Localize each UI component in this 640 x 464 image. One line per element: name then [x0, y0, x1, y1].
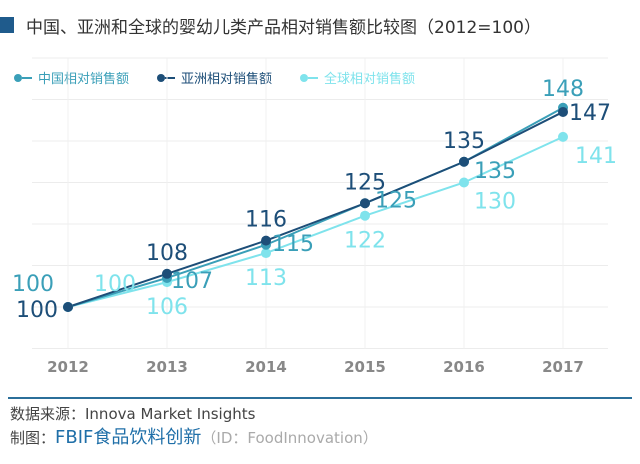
- data-label: 148: [542, 77, 584, 102]
- data-label: 100: [12, 272, 54, 297]
- data-point: [558, 106, 568, 117]
- x-tick-label: 2016: [443, 358, 485, 376]
- legend-label: 亚洲相对销售额: [181, 72, 273, 87]
- series-line: [67, 135, 564, 308]
- legend-item-global: 全球相对销售额: [300, 68, 415, 87]
- legend: 中国相对销售额 亚洲相对销售额 全球相对销售额: [14, 68, 443, 87]
- data-point: [360, 198, 370, 209]
- data-label: 125: [375, 188, 417, 213]
- data-label: 135: [443, 129, 485, 154]
- title-text: 中国、亚洲和全球的婴幼儿类产品相对销售额比较图（2012=100）: [26, 17, 541, 38]
- data-label: 106: [146, 295, 188, 320]
- data-label: 130: [474, 190, 516, 215]
- data-point: [261, 248, 271, 259]
- data-label: 100: [94, 272, 136, 297]
- x-tick-label: 2017: [542, 358, 584, 376]
- data-point: [162, 268, 172, 279]
- data-label: 122: [344, 229, 386, 254]
- x-tick-label: 2012: [47, 358, 89, 376]
- brand-id: （ID：FoodInnovation）: [201, 429, 378, 447]
- data-label: 108: [146, 241, 188, 266]
- source-text: 数据来源：Innova Market Insights: [10, 405, 256, 423]
- data-point: [459, 177, 469, 188]
- data-label: 135: [474, 159, 516, 184]
- data-label: 141: [575, 144, 617, 169]
- plot-area: 2012 2013 2014 2015 2016 2017 100 106 113 122 130 1…: [12, 57, 617, 376]
- data-point: [360, 210, 370, 221]
- data-point: [459, 156, 469, 167]
- data-label: 116: [245, 208, 287, 233]
- data-label: 113: [245, 266, 287, 291]
- data-label: 115: [272, 232, 314, 257]
- data-point: [558, 131, 568, 142]
- data-point: [63, 302, 73, 312]
- data-label: 100: [16, 298, 58, 323]
- legend-label: 全球相对销售额: [324, 72, 416, 87]
- x-tick-label: 2014: [245, 358, 287, 376]
- data-label: 147: [569, 101, 611, 126]
- series-line: [67, 111, 564, 308]
- data-label: 125: [344, 170, 386, 195]
- data-point: [261, 235, 271, 246]
- footer: 数据来源：Innova Market Insights 制图：FBIF食品饮料创…: [10, 402, 378, 450]
- divider: [8, 397, 632, 399]
- credit-label: 制图：: [10, 429, 56, 447]
- legend-item-asia: 亚洲相对销售额: [157, 68, 272, 87]
- brand-name: FBIF食品饮料创新: [55, 427, 202, 448]
- legend-label: 中国相对销售额: [38, 72, 130, 87]
- data-label: 107: [171, 269, 213, 294]
- x-tick-label: 2013: [146, 358, 188, 376]
- x-tick-label: 2015: [344, 358, 386, 376]
- title-marker: [0, 17, 14, 33]
- chart-title: 中国、亚洲和全球的婴幼儿类产品相对销售额比较图（2012=100）: [0, 12, 541, 38]
- legend-item-china: 中国相对销售额: [14, 68, 129, 87]
- credit-line: 制图：FBIF食品饮料创新（ID：FoodInnovation）: [10, 426, 378, 450]
